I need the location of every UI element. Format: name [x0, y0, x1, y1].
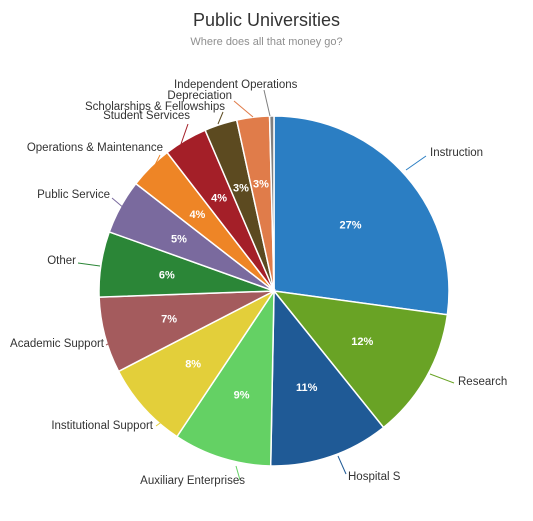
label-connector [235, 465, 241, 481]
slice-percent-label: 12% [351, 336, 373, 348]
slice-category-label: Scholarships & Fellowships [85, 101, 225, 113]
pie-slice [273, 115, 450, 316]
slice-percent-label: 27% [339, 219, 361, 231]
chart-title: Public Universities [192, 10, 341, 30]
slice-category-label: Auxiliary Enterprises [140, 475, 245, 487]
slice-percent-label: 4% [211, 192, 227, 204]
slice-percent-label: 4% [189, 209, 205, 221]
slice-percent-label: 11% [296, 382, 318, 394]
slice-percent-label: 3% [233, 183, 249, 195]
slice-percent-label: 9% [234, 390, 250, 402]
label-connector [233, 100, 254, 118]
slice-category-label: Research [458, 376, 507, 388]
pie-slice [272, 290, 449, 429]
label-connector [155, 417, 168, 427]
label-connector [150, 154, 161, 174]
label-connector [77, 262, 101, 267]
slice-category-label: Instruction [430, 147, 483, 159]
slice-category-label: Student Services [103, 110, 190, 122]
watermark-cover [407, 487, 527, 517]
slice-category-label: Other [47, 255, 76, 267]
slice-category-label: Academic Support [10, 338, 105, 350]
chart-subtitle: Where does all that money go? [190, 36, 343, 48]
slice-category-label: Public Service [37, 189, 110, 201]
label-connector [263, 89, 271, 117]
slice-category-label: Operations & Maintenance [27, 142, 163, 154]
slice-percent-label: 3% [253, 178, 269, 190]
slice-percent-label: 8% [185, 358, 201, 370]
pie-slice [269, 288, 385, 467]
label-connector [429, 373, 455, 384]
slice-percent-label: 6% [159, 269, 175, 281]
label-connector [217, 111, 224, 125]
label-connector [405, 155, 427, 171]
slice-category-label: Depreciation [167, 90, 232, 102]
label-connector [111, 197, 126, 210]
slice-percent-label: 7% [161, 313, 177, 325]
label-connector [180, 123, 189, 145]
label-connector [105, 341, 113, 346]
slice-percent-label: 5% [171, 234, 187, 246]
pie-slice [117, 289, 277, 438]
slice-category-label: Institutional Support [51, 420, 153, 432]
pie-slice [175, 288, 275, 467]
slice-category-label: Hospital S [348, 471, 401, 483]
label-connector [337, 455, 347, 475]
slice-category-label: Independent Operations [174, 79, 298, 91]
